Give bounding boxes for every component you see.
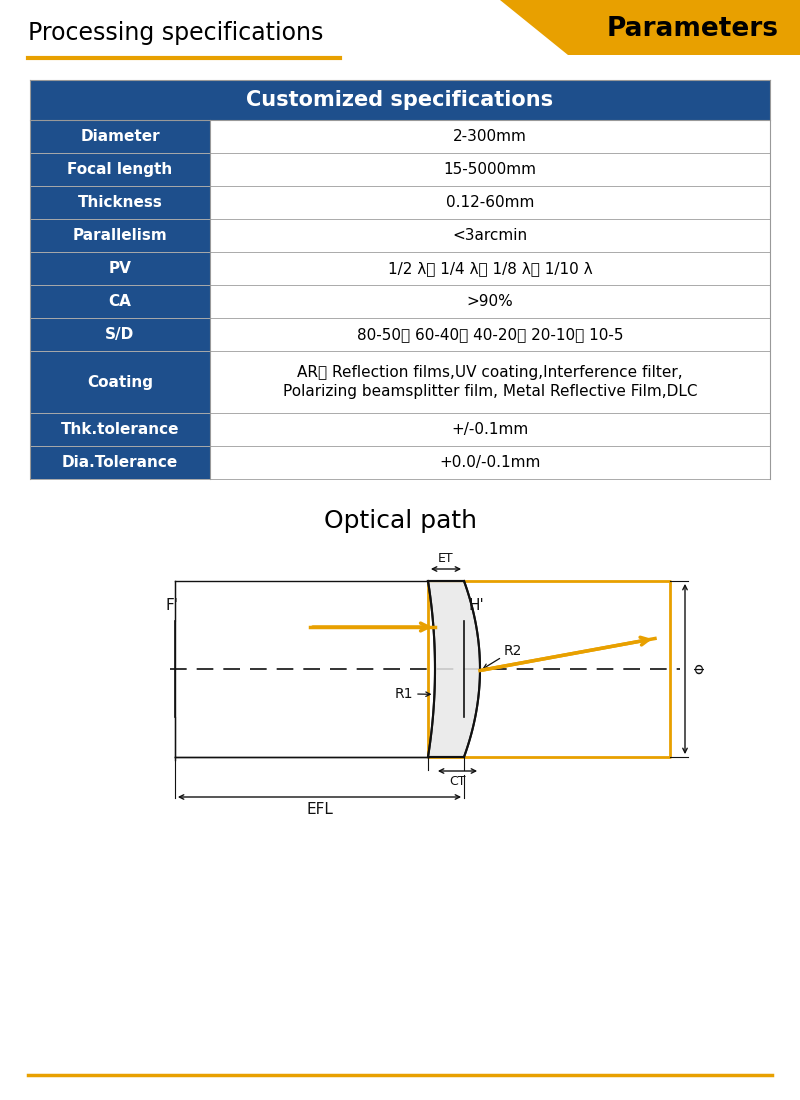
Text: Parameters: Parameters xyxy=(607,16,779,42)
FancyBboxPatch shape xyxy=(30,412,210,446)
Text: F': F' xyxy=(166,598,178,613)
Text: H': H' xyxy=(468,598,484,613)
FancyBboxPatch shape xyxy=(210,351,770,412)
Polygon shape xyxy=(428,581,480,757)
FancyBboxPatch shape xyxy=(210,219,770,252)
FancyBboxPatch shape xyxy=(30,186,210,219)
Text: CA: CA xyxy=(109,294,131,309)
FancyBboxPatch shape xyxy=(210,446,770,478)
FancyBboxPatch shape xyxy=(30,80,770,120)
Text: PV: PV xyxy=(109,261,131,276)
Text: AR、 Reflection films,UV coating,Interference filter,
Polarizing beamsplitter fil: AR、 Reflection films,UV coating,Interfer… xyxy=(282,364,698,399)
FancyBboxPatch shape xyxy=(210,186,770,219)
Text: Optical path: Optical path xyxy=(323,509,477,534)
FancyBboxPatch shape xyxy=(210,412,770,446)
FancyBboxPatch shape xyxy=(210,285,770,318)
Text: Processing specifications: Processing specifications xyxy=(28,21,323,45)
Text: Diameter: Diameter xyxy=(80,129,160,144)
FancyBboxPatch shape xyxy=(30,318,210,351)
FancyBboxPatch shape xyxy=(30,219,210,252)
Text: S/D: S/D xyxy=(106,327,134,342)
Text: 80-50、 60-40、 40-20、 20-10、 10-5: 80-50、 60-40、 40-20、 20-10、 10-5 xyxy=(357,327,623,342)
FancyBboxPatch shape xyxy=(210,120,770,153)
Text: EFL: EFL xyxy=(306,802,333,817)
Text: +0.0/-0.1mm: +0.0/-0.1mm xyxy=(439,455,541,470)
Text: ET: ET xyxy=(438,552,454,565)
Text: 0.12-60mm: 0.12-60mm xyxy=(446,195,534,210)
Text: Focal length: Focal length xyxy=(67,162,173,177)
FancyBboxPatch shape xyxy=(30,446,210,478)
Text: Customized specifications: Customized specifications xyxy=(246,90,554,110)
Polygon shape xyxy=(500,0,800,55)
Text: Φ: Φ xyxy=(693,663,707,674)
Text: 2-300mm: 2-300mm xyxy=(453,129,527,144)
Text: <3arcmin: <3arcmin xyxy=(453,228,527,243)
Text: >90%: >90% xyxy=(466,294,514,309)
Text: R2: R2 xyxy=(504,644,522,658)
Text: Coating: Coating xyxy=(87,374,153,389)
FancyBboxPatch shape xyxy=(30,351,210,412)
Text: R1: R1 xyxy=(395,688,414,701)
Text: Thk.tolerance: Thk.tolerance xyxy=(61,422,179,437)
FancyBboxPatch shape xyxy=(30,153,210,186)
FancyBboxPatch shape xyxy=(30,120,210,153)
Text: Parallelism: Parallelism xyxy=(73,228,167,243)
FancyBboxPatch shape xyxy=(210,252,770,285)
Text: Dia.Tolerance: Dia.Tolerance xyxy=(62,455,178,470)
FancyBboxPatch shape xyxy=(210,318,770,351)
FancyBboxPatch shape xyxy=(30,252,210,285)
Text: 15-5000mm: 15-5000mm xyxy=(443,162,537,177)
FancyBboxPatch shape xyxy=(30,285,210,318)
Text: 1/2 λ、 1/4 λ、 1/8 λ、 1/10 λ: 1/2 λ、 1/4 λ、 1/8 λ、 1/10 λ xyxy=(388,261,592,276)
Text: Thickness: Thickness xyxy=(78,195,162,210)
Text: CT: CT xyxy=(450,776,466,788)
Text: +/-0.1mm: +/-0.1mm xyxy=(451,422,529,437)
FancyBboxPatch shape xyxy=(210,153,770,186)
